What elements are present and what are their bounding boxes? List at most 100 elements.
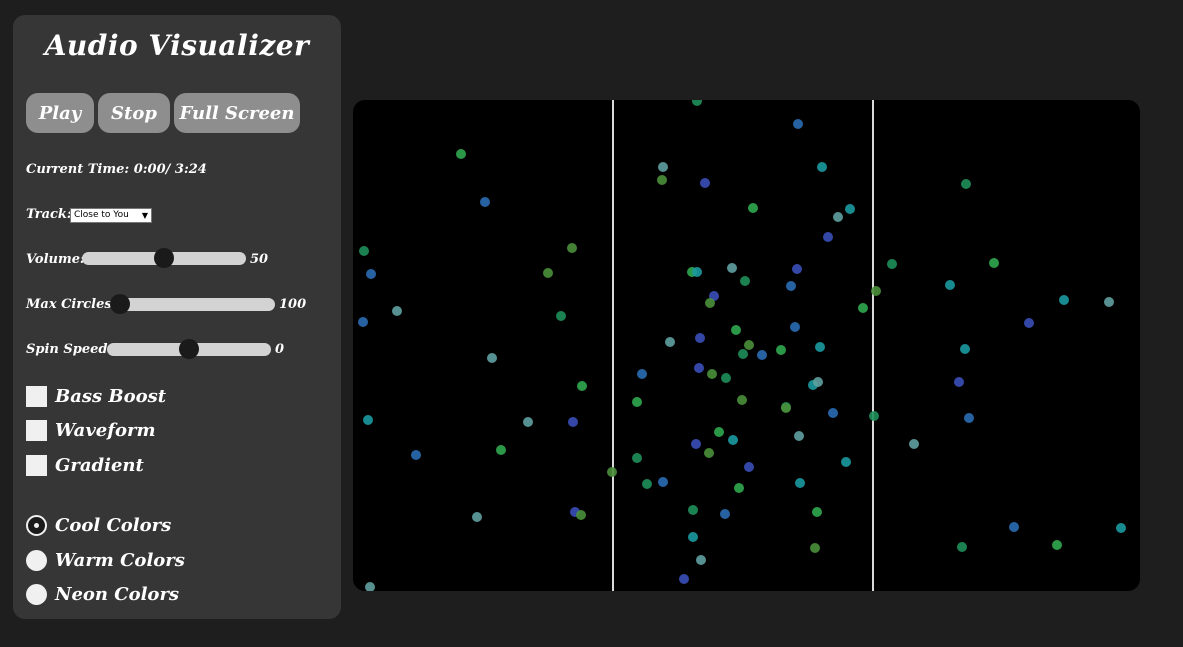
gradient-label: Gradient bbox=[55, 455, 144, 476]
visualizer-particle bbox=[833, 212, 843, 222]
visualizer-particle bbox=[813, 377, 823, 387]
cool-colors-radio[interactable] bbox=[26, 515, 47, 536]
visualizer-particle bbox=[744, 340, 754, 350]
visualizer-particle bbox=[790, 322, 800, 332]
visualizer-particle bbox=[487, 353, 497, 363]
visualizer-particle bbox=[727, 263, 737, 273]
visualizer-particle bbox=[954, 377, 964, 387]
visualizer-particle bbox=[909, 439, 919, 449]
visualizer-particle bbox=[679, 574, 689, 584]
visualizer-particle bbox=[694, 363, 704, 373]
visualizer-svg bbox=[358, 100, 1126, 591]
bass-boost-checkbox[interactable] bbox=[26, 386, 47, 407]
visualizer-particle bbox=[1116, 523, 1126, 533]
visualizer-particle bbox=[721, 373, 731, 383]
visualizer-particle bbox=[757, 350, 767, 360]
track-select-value: Close to You bbox=[74, 210, 129, 220]
volume-label: Volume: bbox=[26, 252, 85, 267]
visualizer-particle bbox=[823, 232, 833, 242]
max-circles-slider-thumb[interactable] bbox=[110, 294, 130, 314]
cool-colors-label: Cool Colors bbox=[55, 515, 172, 536]
visualizer-particle bbox=[480, 197, 490, 207]
visualizer-canvas[interactable] bbox=[353, 100, 1140, 591]
visualizer-particle bbox=[714, 427, 724, 437]
visualizer-particle bbox=[691, 439, 701, 449]
visualizer-particle bbox=[696, 555, 706, 565]
visualizer-particle bbox=[472, 512, 482, 522]
visualizer-particle bbox=[869, 411, 879, 421]
chevron-down-icon: ▼ bbox=[141, 211, 148, 220]
spin-speed-value: 0 bbox=[275, 342, 285, 357]
visualizer-particle bbox=[642, 479, 652, 489]
visualizer-particle bbox=[496, 445, 506, 455]
track-select[interactable]: Close to You ▼ bbox=[70, 208, 152, 223]
visualizer-particle bbox=[695, 333, 705, 343]
visualizer-particle bbox=[776, 345, 786, 355]
max-circles-slider[interactable] bbox=[110, 294, 275, 314]
visualizer-particle bbox=[632, 397, 642, 407]
visualizer-particle bbox=[607, 467, 617, 477]
waveform-checkbox[interactable] bbox=[26, 420, 47, 441]
visualizer-particle bbox=[795, 478, 805, 488]
visualizer-particle bbox=[692, 100, 702, 106]
neon-colors-radio[interactable] bbox=[26, 584, 47, 605]
visualizer-particle bbox=[812, 507, 822, 517]
app-title: Audio Visualizer bbox=[44, 29, 310, 62]
volume-slider[interactable] bbox=[82, 248, 246, 268]
visualizer-particle bbox=[945, 280, 955, 290]
visualizer-particle bbox=[957, 542, 967, 552]
visualizer-particle bbox=[794, 431, 804, 441]
visualizer-particle bbox=[543, 268, 553, 278]
visualizer-particle bbox=[363, 415, 373, 425]
control-panel: Audio Visualizer Play Stop Full Screen C… bbox=[13, 15, 341, 619]
visualizer-particle bbox=[700, 178, 710, 188]
bass-boost-label: Bass Boost bbox=[55, 386, 167, 407]
visualizer-particle bbox=[964, 413, 974, 423]
fullscreen-button[interactable]: Full Screen bbox=[174, 93, 300, 133]
visualizer-particle bbox=[707, 369, 717, 379]
visualizer-particle bbox=[411, 450, 421, 460]
spin-speed-slider-thumb[interactable] bbox=[179, 339, 199, 359]
visualizer-particle bbox=[828, 408, 838, 418]
spin-speed-label: Spin Speed: bbox=[26, 342, 113, 357]
visualizer-particle bbox=[989, 258, 999, 268]
stop-button[interactable]: Stop bbox=[98, 93, 170, 133]
track-label: Track: bbox=[26, 207, 72, 222]
visualizer-particle bbox=[871, 286, 881, 296]
visualizer-particle bbox=[658, 477, 668, 487]
visualizer-particle bbox=[1024, 318, 1034, 328]
volume-value: 50 bbox=[250, 252, 269, 267]
visualizer-particle bbox=[748, 203, 758, 213]
spin-speed-slider[interactable] bbox=[107, 339, 271, 359]
max-circles-label: Max Circles: bbox=[26, 297, 117, 312]
visualizer-particle bbox=[456, 149, 466, 159]
visualizer-particle bbox=[366, 269, 376, 279]
visualizer-particle bbox=[568, 417, 578, 427]
neon-colors-label: Neon Colors bbox=[55, 584, 180, 605]
visualizer-particle bbox=[665, 337, 675, 347]
max-circles-value: 100 bbox=[279, 297, 307, 312]
visualizer-particle bbox=[637, 369, 647, 379]
visualizer-particle bbox=[781, 403, 791, 413]
warm-colors-radio[interactable] bbox=[26, 550, 47, 571]
gradient-checkbox[interactable] bbox=[26, 455, 47, 476]
visualizer-particle bbox=[657, 175, 667, 185]
visualizer-particle bbox=[720, 509, 730, 519]
visualizer-particle bbox=[688, 532, 698, 542]
volume-slider-thumb[interactable] bbox=[154, 248, 174, 268]
waveform-label: Waveform bbox=[55, 420, 156, 441]
play-button[interactable]: Play bbox=[26, 93, 94, 133]
visualizer-particle bbox=[737, 395, 747, 405]
visualizer-particle bbox=[567, 243, 577, 253]
visualizer-particle bbox=[744, 462, 754, 472]
visualizer-particle bbox=[731, 325, 741, 335]
visualizer-particle bbox=[1104, 297, 1114, 307]
visualizer-particle bbox=[704, 448, 714, 458]
visualizer-particle bbox=[817, 162, 827, 172]
visualizer-particle bbox=[1009, 522, 1019, 532]
warm-colors-label: Warm Colors bbox=[55, 550, 185, 571]
current-time: Current Time: 0:00/ 3:24 bbox=[26, 162, 207, 177]
visualizer-particle bbox=[740, 276, 750, 286]
visualizer-particle bbox=[810, 543, 820, 553]
visualizer-particle bbox=[792, 264, 802, 274]
